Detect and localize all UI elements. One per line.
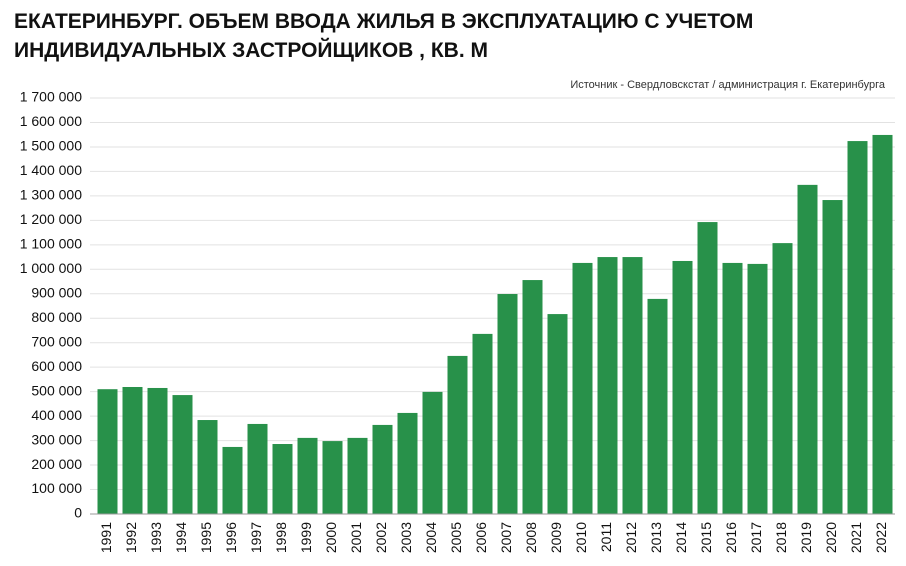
y-tick-label: 1 100 000 (20, 236, 82, 252)
y-tick-label: 1 300 000 (20, 187, 82, 203)
bar (122, 386, 143, 514)
y-tick-label: 1 500 000 (20, 138, 82, 154)
y-tick-label: 200 000 (31, 456, 82, 472)
y-tick-label: 300 000 (31, 431, 82, 447)
bar (472, 333, 493, 514)
bar (547, 314, 568, 514)
x-tick-label: 2015 (698, 522, 714, 553)
x-tick-label: 1993 (148, 522, 164, 553)
bar (422, 391, 443, 514)
chart-title: ЕКАТЕРИНБУРГ. ОБЪЕМ ВВОДА ЖИЛЬЯ В ЭКСПЛУ… (14, 10, 753, 33)
y-tick-label: 1 600 000 (20, 113, 82, 129)
x-tick-label: 2005 (448, 522, 464, 553)
x-tick-label: 1996 (223, 522, 239, 553)
x-tick-label: 2017 (748, 522, 764, 553)
bar (397, 412, 418, 514)
bar (672, 260, 693, 514)
x-tick-label: 2006 (473, 522, 489, 553)
x-tick-label: 2009 (548, 522, 564, 553)
bar (747, 263, 768, 514)
y-tick-label: 800 000 (31, 309, 82, 325)
x-tick-label: 2013 (648, 522, 664, 553)
bar (522, 280, 543, 514)
bar (197, 420, 218, 514)
bar (172, 395, 193, 514)
y-tick-label: 500 000 (31, 382, 82, 398)
bar (647, 298, 668, 514)
x-tick-label: 2012 (623, 522, 639, 553)
x-tick-label: 1994 (173, 522, 189, 553)
bar (622, 257, 643, 514)
bar (772, 243, 793, 514)
bar (847, 141, 868, 514)
bar (272, 444, 293, 514)
bar (147, 387, 168, 514)
x-tick-label: 2019 (798, 522, 814, 553)
y-tick-label: 100 000 (31, 480, 82, 496)
x-tick-label: 2008 (523, 522, 539, 553)
bar (247, 423, 268, 514)
bar (322, 441, 343, 514)
bar (97, 389, 118, 514)
x-tick-label: 2018 (773, 522, 789, 553)
x-tick-label: 2021 (848, 522, 864, 553)
bar (297, 437, 318, 514)
x-tick-label: 2001 (348, 522, 364, 553)
y-tick-label: 1 700 000 (20, 89, 82, 105)
x-tick-label: 2004 (423, 522, 439, 553)
y-tick-label: 1 200 000 (20, 211, 82, 227)
y-tick-label: 1 000 000 (20, 260, 82, 276)
x-tick-label: 2000 (323, 522, 339, 553)
y-tick-label: 700 000 (31, 333, 82, 349)
bar (497, 294, 518, 514)
bar (572, 262, 593, 514)
y-tick-label: 600 000 (31, 358, 82, 374)
x-tick-label: 1992 (123, 522, 139, 553)
x-tick-label: 2016 (723, 522, 739, 553)
y-tick-label: 400 000 (31, 407, 82, 423)
y-tick-label: 0 (74, 505, 82, 521)
bar (797, 184, 818, 514)
x-tick-label: 2014 (673, 522, 689, 553)
bar (722, 262, 743, 514)
bar (347, 437, 368, 514)
y-tick-label: 900 000 (31, 284, 82, 300)
x-tick-label: 2022 (873, 522, 889, 553)
x-tick-label: 1991 (98, 522, 114, 553)
bar (697, 222, 718, 514)
source-note: Источник - Свердловскстат / администраци… (570, 79, 886, 91)
x-tick-label: 2020 (823, 522, 839, 553)
x-tick-label: 2011 (598, 522, 614, 552)
x-tick-label: 1999 (298, 522, 314, 553)
bar (872, 134, 893, 514)
bar (822, 200, 843, 514)
bar (222, 446, 243, 514)
bar (597, 257, 618, 514)
x-tick-label: 2003 (398, 522, 414, 553)
chart-title: ИНДИВИДУАЛЬНЫХ ЗАСТРОЙЩИКОВ , КВ. М (14, 38, 488, 62)
x-tick-label: 1995 (198, 522, 214, 553)
bar (372, 424, 393, 514)
x-tick-label: 2010 (573, 522, 589, 553)
x-tick-label: 2002 (373, 522, 389, 553)
x-tick-label: 1997 (248, 522, 264, 553)
x-tick-label: 2007 (498, 522, 514, 553)
y-tick-label: 1 400 000 (20, 162, 82, 178)
x-tick-label: 1998 (273, 522, 289, 553)
bar (447, 355, 468, 514)
